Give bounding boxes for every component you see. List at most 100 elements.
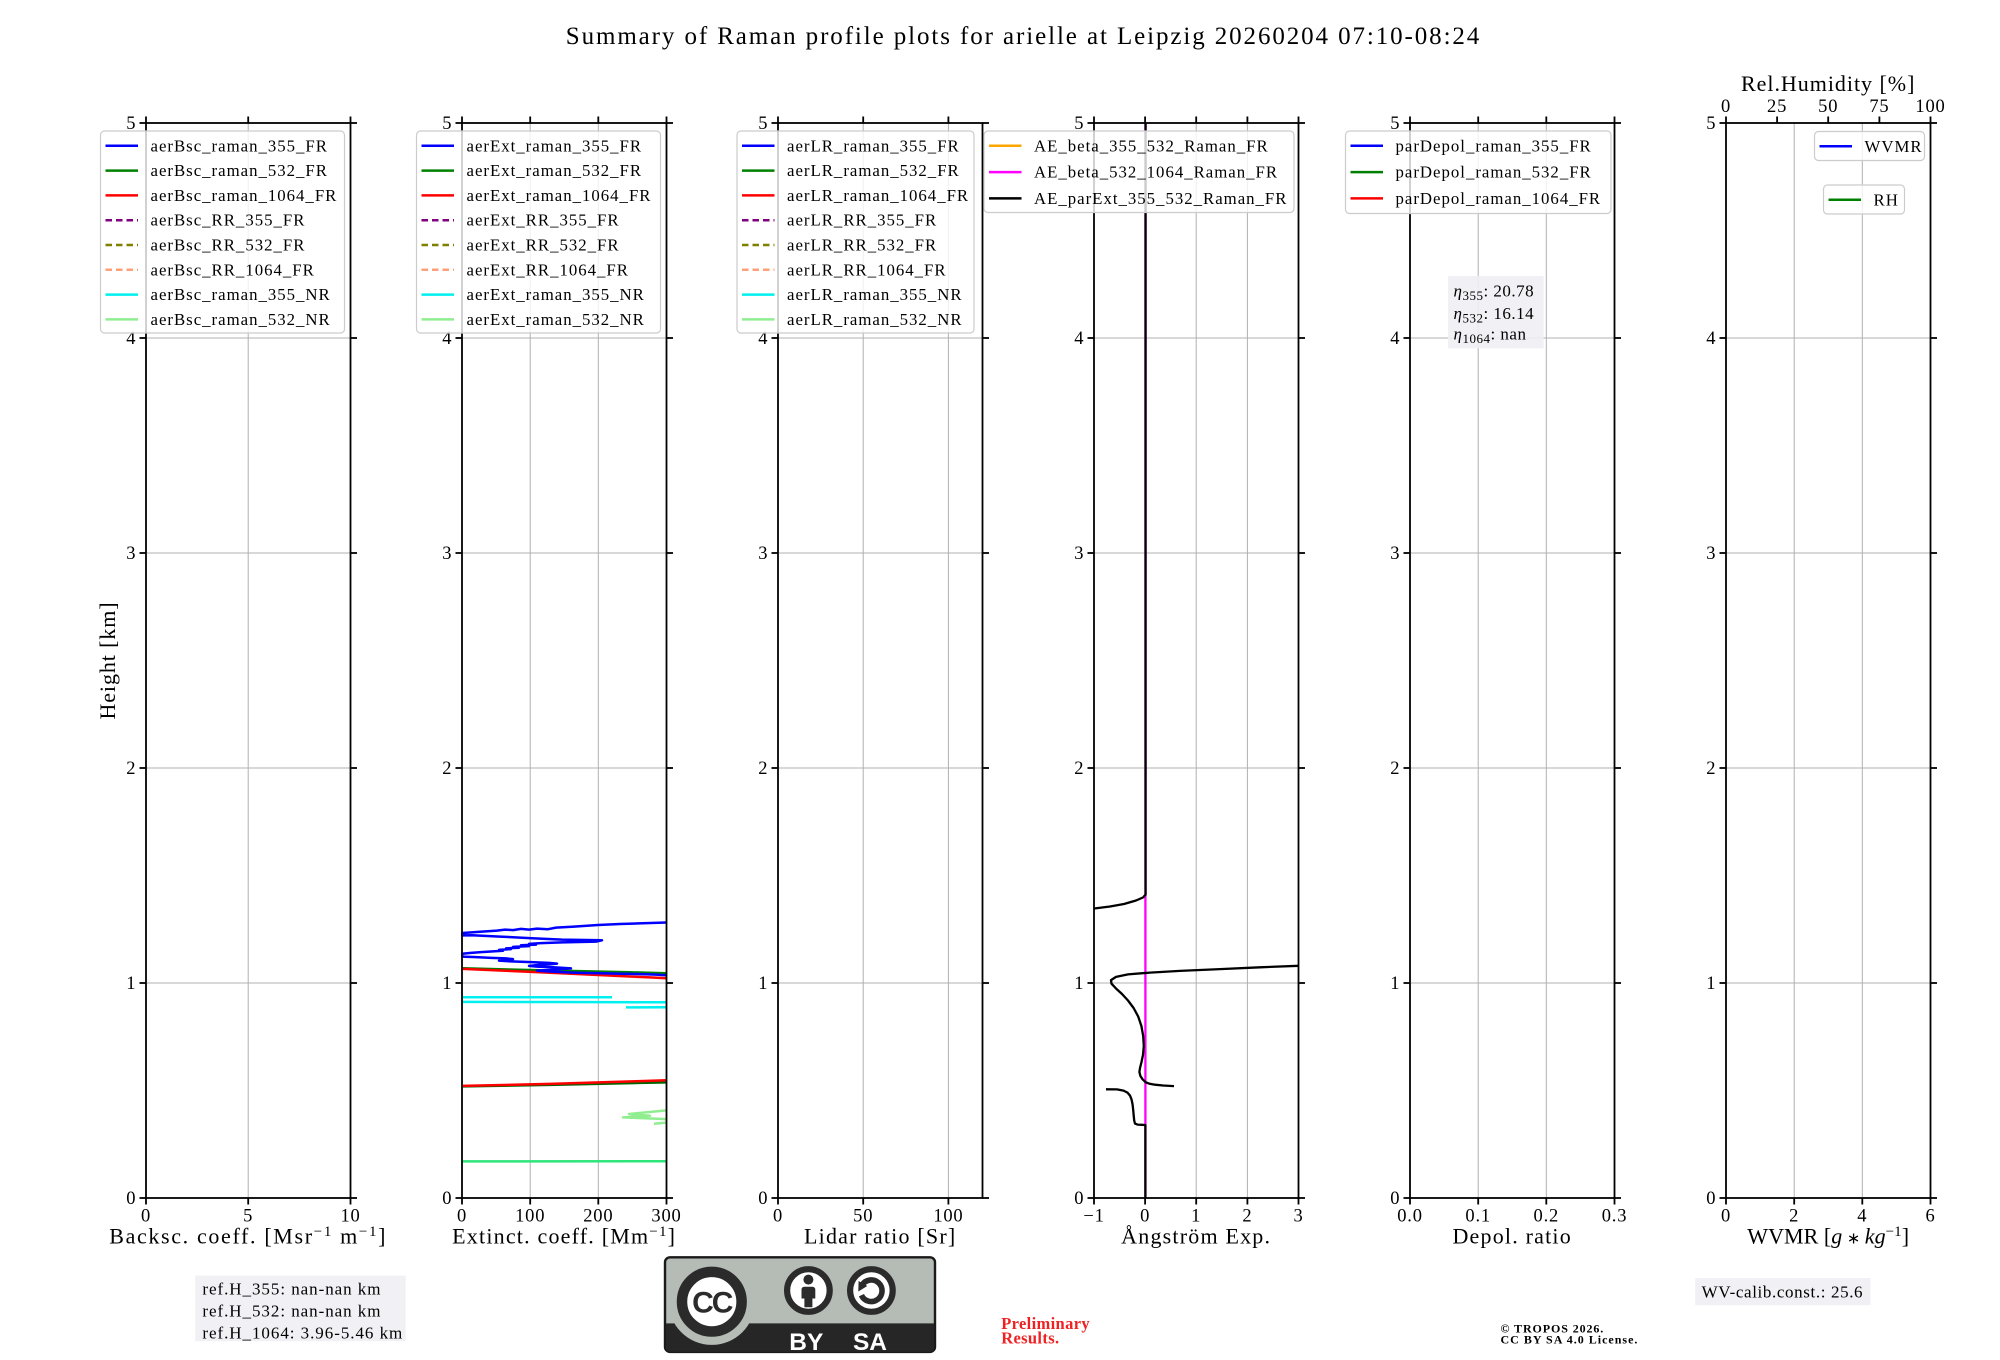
svg-text:5: 5 [758,114,767,134]
svg-text:aerExt_RR_1064_FR: aerExt_RR_1064_FR [467,260,629,279]
svg-text:AE_parExt_355_532_Raman_FR: AE_parExt_355_532_Raman_FR [1034,189,1287,208]
svg-text:0.3: 0.3 [1602,1207,1628,1227]
svg-text:4: 4 [442,329,451,349]
svg-text:Extinct. coeff. [Mm−1]: Extinct. coeff. [Mm−1] [452,1224,676,1249]
svg-text:0: 0 [1721,97,1731,117]
svg-text:1: 1 [442,974,451,994]
svg-text:0: 0 [1140,1207,1150,1227]
svg-text:WVMR [g ∗ kg−1]: WVMR [g ∗ kg−1] [1747,1224,1909,1249]
svg-text:aerBsc_raman_532_FR: aerBsc_raman_532_FR [151,161,328,180]
svg-text:4: 4 [758,329,767,349]
svg-text:aerLR_raman_1064_FR: aerLR_raman_1064_FR [787,186,969,205]
svg-text:η1064: nan: η1064: nan [1454,325,1527,347]
svg-text:3: 3 [1706,544,1715,564]
svg-text:2: 2 [1074,759,1083,779]
svg-text:aerExt_raman_532_FR: aerExt_raman_532_FR [467,161,643,180]
svg-text:WVMR: WVMR [1865,137,1923,156]
svg-text:1: 1 [758,974,767,994]
svg-text:5: 5 [1390,114,1399,134]
svg-text:2: 2 [1706,759,1715,779]
svg-text:2: 2 [126,759,135,779]
svg-text:100: 100 [1915,97,1945,117]
svg-text:0: 0 [457,1207,467,1227]
svg-text:Ångström Exp.: Ångström Exp. [1121,1224,1271,1249]
svg-text:3: 3 [1074,544,1083,564]
svg-text:5: 5 [442,114,451,134]
svg-text:3: 3 [1390,544,1399,564]
svg-text:aerExt_RR_355_FR: aerExt_RR_355_FR [467,211,620,230]
svg-text:4: 4 [126,329,135,349]
svg-text:Lidar ratio [Sr]: Lidar ratio [Sr] [804,1224,956,1249]
svg-text:3: 3 [758,544,767,564]
svg-text:© TROPOS 2026.: © TROPOS 2026. [1501,1321,1605,1335]
svg-text:aerLR_raman_532_NR: aerLR_raman_532_NR [787,310,963,329]
svg-text:75: 75 [1869,97,1889,117]
svg-text:Preliminary: Preliminary [1001,1314,1090,1333]
svg-text:aerLR_raman_355_NR: aerLR_raman_355_NR [787,285,963,304]
svg-text:aerBsc_raman_355_FR: aerBsc_raman_355_FR [151,136,328,155]
svg-text:Height [km]: Height [km] [95,601,120,719]
svg-text:2: 2 [1789,1207,1799,1227]
svg-text:1: 1 [1191,1207,1201,1227]
svg-text:0: 0 [1390,1189,1399,1209]
svg-text:aerExt_RR_532_FR: aerExt_RR_532_FR [467,236,620,255]
svg-text:aerBsc_raman_1064_FR: aerBsc_raman_1064_FR [151,186,338,205]
svg-text:ref.H_1064: 3.96-5.46 km: ref.H_1064: 3.96-5.46 km [202,1324,403,1343]
svg-text:10: 10 [340,1207,360,1227]
svg-text:2: 2 [1242,1207,1252,1227]
svg-text:Backsc. coeff. [Msr−1 m−1]: Backsc. coeff. [Msr−1 m−1] [109,1224,387,1249]
svg-text:200: 200 [583,1207,613,1227]
svg-text:5: 5 [1074,114,1083,134]
svg-text:50: 50 [853,1207,873,1227]
svg-text:Results.: Results. [1001,1328,1059,1347]
svg-text:η355: 20.78: η355: 20.78 [1454,282,1535,304]
svg-text:0: 0 [442,1189,451,1209]
svg-text:0.0: 0.0 [1397,1207,1423,1227]
svg-text:0: 0 [773,1207,783,1227]
svg-text:300: 300 [651,1207,681,1227]
svg-text:0: 0 [126,1189,135,1209]
svg-text:CC: CC [692,1286,733,1319]
svg-text:aerExt_raman_355_NR: aerExt_raman_355_NR [467,285,645,304]
svg-text:aerLR_raman_355_FR: aerLR_raman_355_FR [787,136,960,155]
svg-text:3: 3 [1293,1207,1303,1227]
svg-text:SA: SA [853,1329,887,1356]
svg-text:aerLR_RR_1064_FR: aerLR_RR_1064_FR [787,260,947,279]
svg-text:4: 4 [1706,329,1715,349]
svg-text:AE_beta_355_532_Raman_FR: AE_beta_355_532_Raman_FR [1034,136,1269,155]
svg-text:4: 4 [1857,1207,1867,1227]
svg-text:WV-calib.const.: 25.6: WV-calib.const.: 25.6 [1702,1283,1864,1302]
svg-text:1: 1 [1074,974,1083,994]
svg-text:aerLR_raman_532_FR: aerLR_raman_532_FR [787,161,960,180]
svg-text:aerLR_RR_532_FR: aerLR_RR_532_FR [787,236,937,255]
svg-text:1: 1 [1390,974,1399,994]
svg-text:aerExt_raman_355_FR: aerExt_raman_355_FR [467,136,643,155]
svg-text:η532: 16.14: η532: 16.14 [1454,304,1535,326]
svg-text:0: 0 [1074,1189,1083,1209]
svg-text:2: 2 [1390,759,1399,779]
svg-text:6: 6 [1925,1207,1935,1227]
svg-text:5: 5 [243,1207,253,1227]
svg-text:aerLR_RR_355_FR: aerLR_RR_355_FR [787,211,937,230]
svg-text:2: 2 [758,759,767,779]
svg-text:aerBsc_raman_532_NR: aerBsc_raman_532_NR [151,310,331,329]
svg-text:parDepol_raman_532_FR: parDepol_raman_532_FR [1396,163,1592,182]
svg-text:AE_beta_532_1064_Raman_FR: AE_beta_532_1064_Raman_FR [1034,163,1278,182]
svg-text:Rel.Humidity [%]: Rel.Humidity [%] [1741,71,1915,96]
svg-text:3: 3 [442,544,451,564]
svg-text:BY: BY [789,1329,823,1356]
svg-text:RH: RH [1874,190,1899,209]
svg-text:4: 4 [1074,329,1083,349]
svg-text:0: 0 [141,1207,151,1227]
svg-text:aerBsc_RR_355_FR: aerBsc_RR_355_FR [151,211,306,230]
svg-text:parDepol_raman_1064_FR: parDepol_raman_1064_FR [1396,189,1602,208]
svg-text:ref.H_532: nan-nan km: ref.H_532: nan-nan km [202,1302,381,1321]
svg-text:100: 100 [515,1207,545,1227]
svg-text:aerExt_raman_532_NR: aerExt_raman_532_NR [467,310,645,329]
svg-text:1: 1 [1706,974,1715,994]
svg-text:ref.H_355: nan-nan km: ref.H_355: nan-nan km [202,1280,381,1299]
svg-text:3: 3 [126,544,135,564]
svg-text:2: 2 [442,759,451,779]
svg-text:0.2: 0.2 [1534,1207,1560,1227]
svg-text:0: 0 [1721,1207,1731,1227]
